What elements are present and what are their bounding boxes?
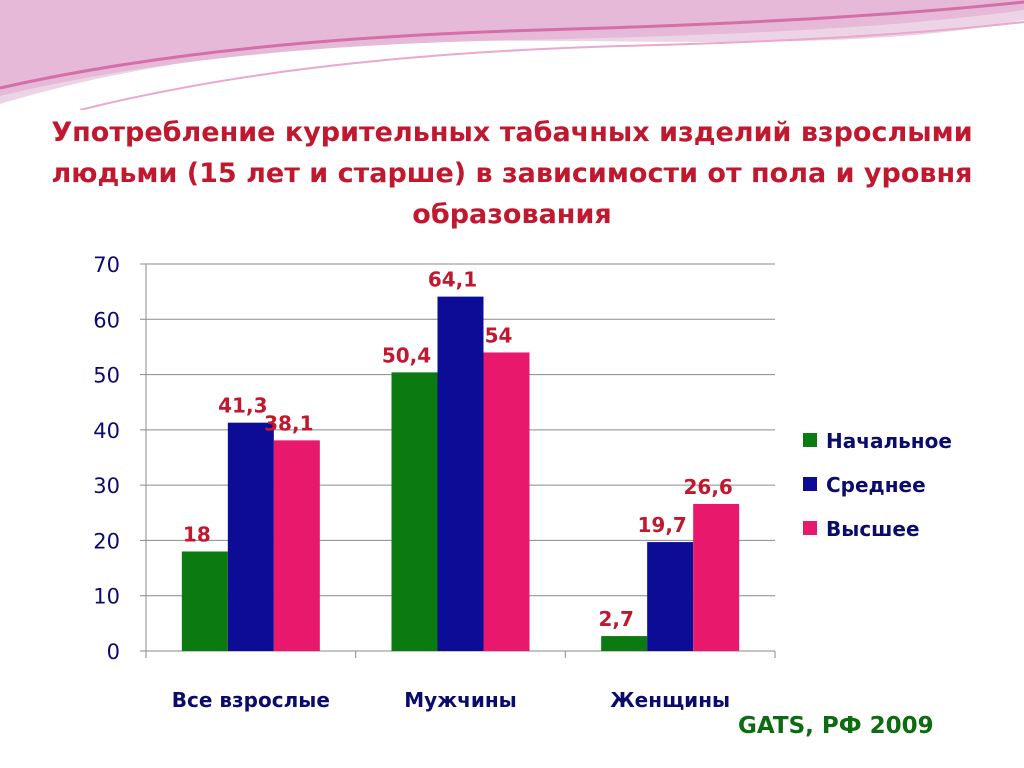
y-tick-label: 50: [93, 364, 120, 388]
bar: [693, 503, 740, 651]
legend: Начальное Среднее Высшее: [803, 429, 952, 541]
source-note: GATS, РФ 2009: [738, 713, 934, 739]
y-tick-label: 0: [107, 640, 120, 664]
y-tick-label: 30: [93, 474, 120, 498]
data-label: 19,7: [637, 513, 686, 537]
legend-swatch: [803, 433, 817, 447]
bar: [391, 372, 438, 651]
bar: [647, 542, 694, 651]
legend-swatch: [803, 477, 817, 491]
x-tick-labels: Все взрослые Мужчины Женщины: [172, 688, 730, 712]
y-tick-label: 60: [93, 308, 120, 332]
data-label: 50,4: [382, 343, 431, 367]
x-tick-label: Мужчины: [404, 688, 517, 712]
bar: [601, 636, 648, 651]
data-label: 26,6: [683, 475, 732, 499]
legend-label: Среднее: [826, 473, 926, 497]
legend-label: Высшее: [826, 517, 920, 541]
header-wave-decoration: [0, 0, 1024, 110]
y-tick-label: 20: [93, 529, 120, 553]
data-label: 18: [183, 522, 211, 546]
bars: [181, 296, 740, 651]
bar: [437, 296, 484, 651]
chart-title: Употребление курительных табачных издели…: [51, 117, 973, 230]
x-tick-label: Женщины: [610, 688, 730, 712]
y-tick-label: 40: [93, 419, 120, 443]
data-label: 41,3: [218, 394, 267, 418]
bar: [181, 551, 228, 651]
legend-label: Начальное: [826, 429, 952, 453]
legend-swatch: [803, 521, 817, 535]
bar: [273, 440, 320, 651]
y-tick-labels: 0 10 20 30 40 50 60 70: [93, 253, 120, 664]
y-tick-label: 70: [93, 253, 120, 277]
data-label: 54: [485, 323, 513, 347]
data-label: 38,1: [264, 411, 313, 435]
data-label: 2,7: [598, 607, 633, 631]
data-labels: 18 41,338,1 50,4 64,1 54 2,7 19,7 26,6: [183, 268, 733, 631]
bar: [483, 352, 530, 651]
x-tick-label: Все взрослые: [172, 688, 330, 712]
y-tick-label: 10: [93, 585, 120, 609]
bar: [227, 422, 274, 651]
data-label: 64,1: [428, 268, 477, 292]
